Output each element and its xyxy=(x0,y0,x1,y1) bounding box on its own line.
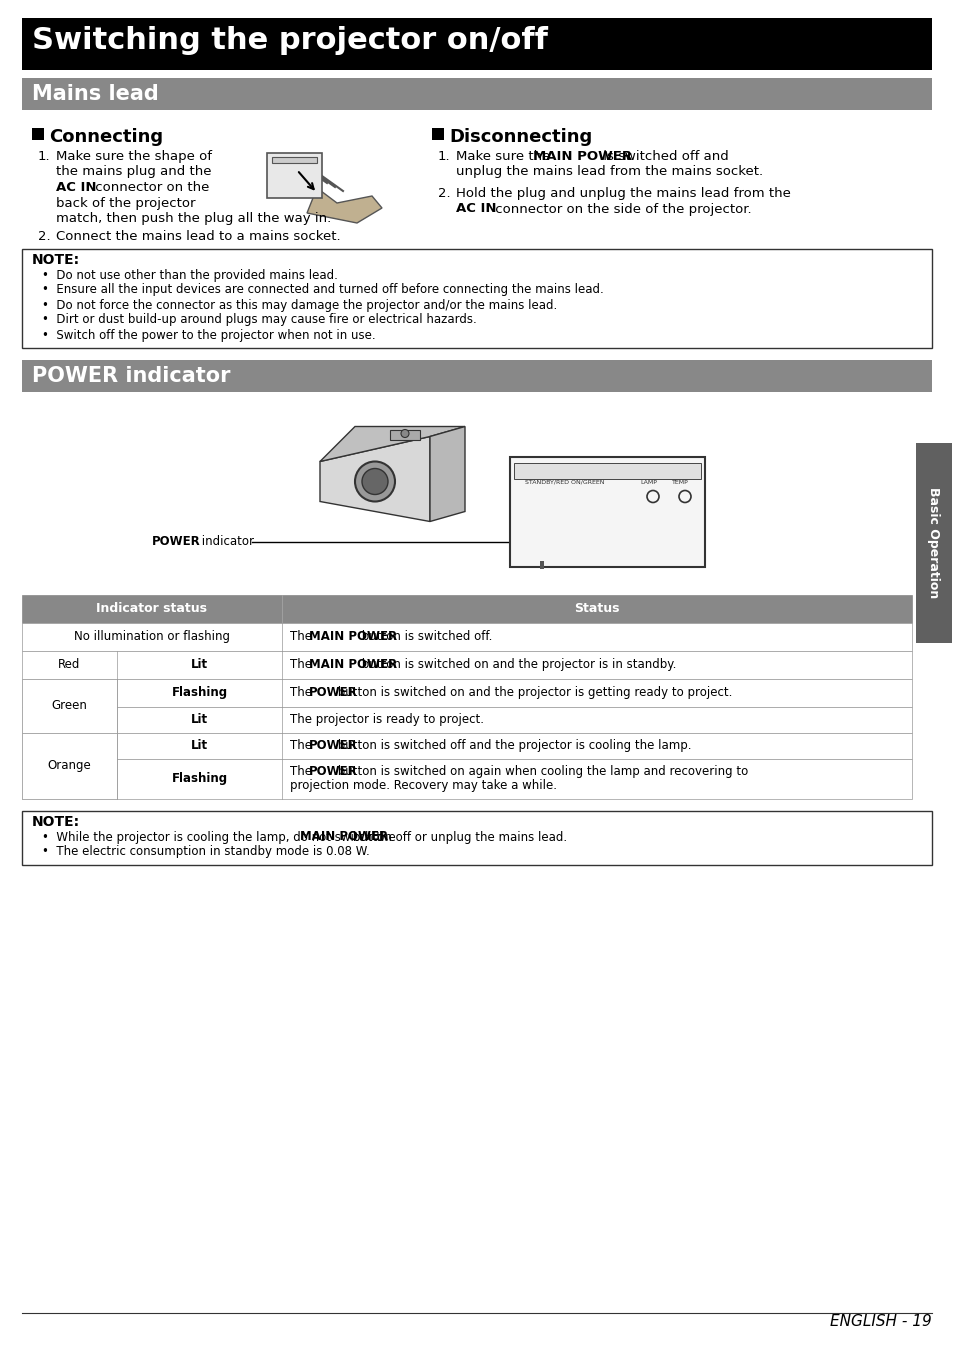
Bar xyxy=(539,561,543,569)
Text: POWER indicator: POWER indicator xyxy=(32,366,231,385)
Text: •  Do not use other than the provided mains lead.: • Do not use other than the provided mai… xyxy=(42,269,337,281)
Bar xyxy=(22,707,911,732)
Circle shape xyxy=(355,462,395,501)
Text: Red: Red xyxy=(58,658,81,671)
Bar xyxy=(514,462,700,478)
Text: the mains plug and the: the mains plug and the xyxy=(56,166,212,178)
Text: MAIN POWER: MAIN POWER xyxy=(309,658,396,671)
Text: NOTE:: NOTE: xyxy=(32,253,80,266)
Text: The: The xyxy=(290,630,315,643)
Text: TEMP: TEMP xyxy=(671,480,688,485)
Bar xyxy=(22,811,931,865)
Text: Connecting: Connecting xyxy=(49,128,163,146)
Text: •  The electric consumption in standby mode is 0.08 W.: • The electric consumption in standby mo… xyxy=(42,846,370,858)
Bar xyxy=(22,732,117,798)
Text: MAIN POWER: MAIN POWER xyxy=(309,630,396,643)
Text: Mains lead: Mains lead xyxy=(32,84,158,104)
Bar xyxy=(22,758,911,798)
Text: •  Dirt or dust build-up around plugs may cause fire or electrical hazards.: • Dirt or dust build-up around plugs may… xyxy=(42,313,477,327)
Bar xyxy=(22,18,931,70)
Text: •  Switch off the power to the projector when not in use.: • Switch off the power to the projector … xyxy=(42,328,375,342)
Bar xyxy=(267,153,322,199)
Text: Lit: Lit xyxy=(191,713,208,725)
Text: connector on the side of the projector.: connector on the side of the projector. xyxy=(491,203,751,216)
Text: button is switched on again when cooling the lamp and recovering to: button is switched on again when cooling… xyxy=(334,765,747,778)
Text: Orange: Orange xyxy=(48,759,91,771)
Text: LAMP: LAMP xyxy=(639,480,657,485)
Text: POWER: POWER xyxy=(309,765,357,778)
Text: button off or unplug the mains lead.: button off or unplug the mains lead. xyxy=(349,831,567,843)
Polygon shape xyxy=(430,427,464,521)
Text: Flashing: Flashing xyxy=(172,686,228,698)
Text: match, then push the plug all the way in.: match, then push the plug all the way in… xyxy=(56,212,331,226)
Bar xyxy=(22,594,911,623)
Bar xyxy=(22,732,911,758)
Text: MAIN POWER: MAIN POWER xyxy=(533,150,632,163)
Text: projection mode. Recovery may take a while.: projection mode. Recovery may take a whi… xyxy=(290,780,557,792)
Text: is switched off and: is switched off and xyxy=(598,150,728,163)
Bar xyxy=(22,359,931,392)
Text: •  While the projector is cooling the lamp, do not switch the: • While the projector is cooling the lam… xyxy=(42,831,399,843)
Text: POWER: POWER xyxy=(152,535,200,549)
Bar xyxy=(272,157,316,163)
Text: No illumination or flashing: No illumination or flashing xyxy=(74,630,230,643)
Text: connector on the: connector on the xyxy=(91,181,209,195)
Bar xyxy=(22,678,911,707)
Text: Green: Green xyxy=(51,698,88,712)
Text: AC IN: AC IN xyxy=(56,181,96,195)
Text: ENGLISH - 19: ENGLISH - 19 xyxy=(829,1315,931,1329)
Text: Indicator status: Indicator status xyxy=(96,603,208,615)
Text: back of the projector: back of the projector xyxy=(56,196,195,209)
Text: The: The xyxy=(290,765,315,778)
Text: Flashing: Flashing xyxy=(172,771,228,785)
Bar xyxy=(22,678,117,732)
Bar xyxy=(22,650,911,678)
Text: MAIN POWER: MAIN POWER xyxy=(299,831,387,843)
Circle shape xyxy=(361,469,388,494)
Text: POWER: POWER xyxy=(309,686,357,698)
Bar xyxy=(22,249,931,347)
Circle shape xyxy=(400,430,409,438)
Text: Make sure the: Make sure the xyxy=(456,150,554,163)
Text: indicator: indicator xyxy=(198,535,253,549)
Text: The: The xyxy=(290,658,315,671)
Text: Switching the projector on/off: Switching the projector on/off xyxy=(32,26,547,55)
Bar xyxy=(22,623,911,650)
Text: unplug the mains lead from the mains socket.: unplug the mains lead from the mains soc… xyxy=(456,166,762,178)
Text: button is switched on and the projector is in standby.: button is switched on and the projector … xyxy=(358,658,676,671)
Text: The: The xyxy=(290,739,315,753)
Text: The: The xyxy=(290,686,315,698)
Text: •  Do not force the connector as this may damage the projector and/or the mains : • Do not force the connector as this may… xyxy=(42,299,557,312)
Text: AC IN: AC IN xyxy=(456,203,496,216)
Bar xyxy=(22,78,931,109)
Text: POWER: POWER xyxy=(309,739,357,753)
Text: button is switched off.: button is switched off. xyxy=(358,630,493,643)
Text: button is switched off and the projector is cooling the lamp.: button is switched off and the projector… xyxy=(334,739,690,753)
Text: 1.: 1. xyxy=(437,150,450,163)
Polygon shape xyxy=(319,436,430,521)
Text: Disconnecting: Disconnecting xyxy=(449,128,592,146)
Text: 2.: 2. xyxy=(437,186,450,200)
Text: 2.: 2. xyxy=(38,231,51,243)
Text: STANDBY/RED ON/GREEN: STANDBY/RED ON/GREEN xyxy=(524,480,604,485)
Polygon shape xyxy=(319,427,464,462)
Text: Hold the plug and unplug the mains lead from the: Hold the plug and unplug the mains lead … xyxy=(456,186,790,200)
Text: button is switched on and the projector is getting ready to project.: button is switched on and the projector … xyxy=(334,686,731,698)
Text: Lit: Lit xyxy=(191,658,208,671)
Text: Basic Operation: Basic Operation xyxy=(926,486,940,598)
Text: Make sure the shape of: Make sure the shape of xyxy=(56,150,212,163)
Bar xyxy=(390,430,419,439)
Text: Lit: Lit xyxy=(191,739,208,753)
Text: The projector is ready to project.: The projector is ready to project. xyxy=(290,713,483,725)
Bar xyxy=(915,443,951,643)
Text: Connect the mains lead to a mains socket.: Connect the mains lead to a mains socket… xyxy=(56,231,340,243)
Text: 1.: 1. xyxy=(38,150,51,163)
Text: Status: Status xyxy=(574,603,619,615)
Text: •  Ensure all the input devices are connected and turned off before connecting t: • Ensure all the input devices are conne… xyxy=(42,284,603,296)
Bar xyxy=(510,457,704,566)
Text: NOTE:: NOTE: xyxy=(32,815,80,828)
Polygon shape xyxy=(307,188,381,223)
Bar xyxy=(32,128,44,141)
Bar xyxy=(432,128,443,141)
